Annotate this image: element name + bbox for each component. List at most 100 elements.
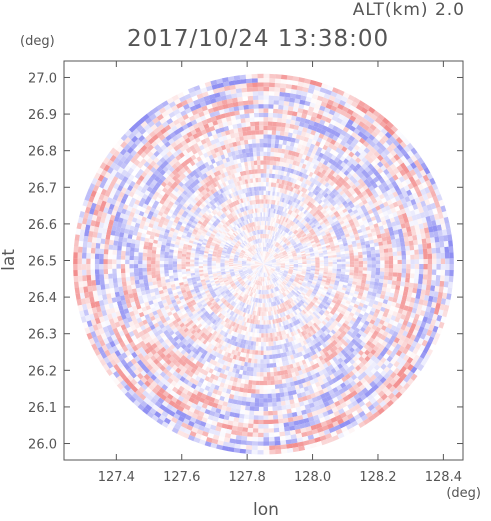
radar-cell: [302, 261, 307, 263]
radar-cell: [242, 268, 248, 271]
radar-cell: [358, 254, 363, 259]
radar-cell: [283, 270, 289, 273]
radar-cell: [292, 316, 297, 322]
radar-cell: [309, 208, 314, 214]
radar-cell: [260, 251, 262, 256]
radar-cell: [263, 263, 268, 265]
radar-cell: [262, 259, 264, 265]
radar-cell: [246, 265, 251, 267]
radar-cell: [306, 322, 312, 328]
radar-cell: [276, 243, 280, 248]
radar-cell: [239, 232, 244, 237]
radar-cell: [246, 249, 251, 254]
radar-cell: [177, 250, 183, 254]
radar-cell: [206, 215, 212, 221]
radar-cell: [302, 267, 307, 270]
radar-cell: [263, 261, 267, 265]
radar-cell: [233, 264, 238, 266]
radar-cell: [346, 238, 352, 243]
radar-cell: [226, 226, 231, 231]
radar-cell: [266, 238, 268, 243]
radar-cell: [269, 156, 274, 161]
radar-cell: [267, 195, 271, 200]
radar-cell: [220, 290, 226, 295]
radar-cell: [303, 215, 308, 221]
radar-cell: [287, 337, 292, 343]
radar-cell: [255, 324, 258, 329]
radar-cell: [283, 302, 287, 307]
radar-cell: [227, 231, 232, 236]
radar-cell: [183, 241, 189, 245]
radar-cell: [265, 294, 267, 299]
radar-cell: [235, 253, 240, 256]
radar-cell: [292, 270, 298, 273]
radar-cell: [251, 260, 256, 262]
radar-cell: [185, 288, 191, 293]
radar-cell: [268, 208, 271, 213]
radar-cell: [224, 264, 229, 266]
radar-cell: [271, 259, 276, 262]
radar-cell: [275, 309, 279, 315]
radar-cell: [289, 303, 293, 308]
radar-cell: [272, 251, 277, 256]
radar-cell: [224, 295, 229, 300]
radar-cell: [286, 282, 291, 287]
radar-cell: [226, 308, 231, 314]
radar-cell: [290, 302, 295, 308]
radar-cell: [265, 251, 268, 256]
radar-cell: [270, 221, 273, 227]
radar-cell: [159, 270, 165, 274]
radar-cell: [227, 286, 233, 290]
radar-cell: [295, 239, 301, 244]
radar-cell: [288, 287, 293, 291]
radar-cell: [250, 264, 255, 266]
radar-cell: [244, 308, 248, 314]
radar-cell: [297, 282, 302, 287]
radar-cell: [287, 309, 291, 315]
radar-cell: [265, 320, 268, 325]
radar-cell: [260, 268, 263, 273]
radar-cell: [241, 242, 246, 247]
radar-cell: [269, 234, 272, 240]
radar-cell: [211, 260, 217, 263]
radar-cell: [302, 203, 307, 209]
radar-cell: [268, 302, 271, 308]
radar-cell: [254, 350, 259, 355]
radar-cell: [258, 257, 262, 261]
radar-cell: [320, 309, 326, 314]
radar-cell: [230, 202, 235, 208]
radar-cell: [319, 258, 324, 261]
radar-cell: [274, 277, 278, 282]
radar-cell: [274, 209, 278, 214]
radar-cell: [255, 341, 259, 347]
radar-cell: [273, 283, 277, 288]
radar-cell: [345, 264, 351, 267]
radar-cell: [244, 234, 248, 240]
radar-cell: [313, 200, 318, 206]
radar-cell: [236, 328, 241, 334]
radar-cell: [324, 220, 330, 225]
radar-cell: [287, 299, 292, 304]
radar-cell: [275, 281, 279, 286]
radar-cell: [257, 354, 261, 360]
radar-cell: [195, 215, 201, 221]
radar-cell: [224, 216, 230, 221]
radar-cell: [296, 323, 301, 329]
radar-cell: [215, 264, 221, 266]
radar-cell: [354, 258, 359, 262]
radar-cell: [310, 216, 316, 222]
radar-cell: [367, 257, 372, 261]
radar-cell: [268, 293, 271, 299]
radar-cell: [279, 317, 283, 323]
radar-cell: [206, 223, 211, 228]
radar-cell: [243, 255, 248, 258]
radar-cell: [321, 244, 326, 248]
radar-cell: [268, 229, 270, 235]
radar-cell: [235, 209, 240, 215]
radar-cell: [307, 332, 313, 338]
radar-cell: [259, 264, 264, 266]
radar-cell: [241, 275, 246, 279]
radar-cell: [234, 332, 239, 338]
radar-cell: [322, 275, 328, 279]
radar-cell: [252, 250, 256, 254]
